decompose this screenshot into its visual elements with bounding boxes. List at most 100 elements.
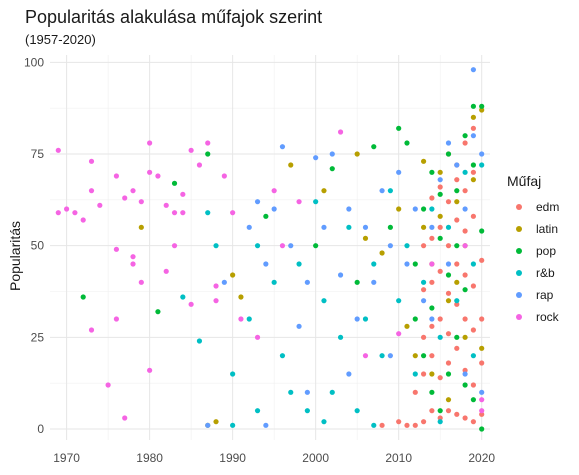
data-point-rb xyxy=(429,206,435,212)
data-point-pop xyxy=(479,103,485,109)
x-tick-label: 2010 xyxy=(385,451,412,465)
data-point-rap xyxy=(379,188,385,194)
data-point-rb xyxy=(254,243,261,249)
y-axis-label: Popularitás xyxy=(7,221,23,291)
data-point-rb xyxy=(404,243,410,249)
data-point-latin xyxy=(379,250,385,256)
data-point-edm xyxy=(429,408,435,414)
data-point-rock xyxy=(205,140,211,146)
data-point-rb xyxy=(304,408,310,414)
data-point-rock xyxy=(271,188,277,194)
data-point-latin xyxy=(362,235,369,241)
data-point-edm xyxy=(479,257,485,263)
data-point-pop xyxy=(479,228,485,234)
data-point-edm xyxy=(454,301,460,307)
data-point-rb xyxy=(230,422,236,428)
data-point-edm xyxy=(396,419,402,425)
data-point-rap xyxy=(346,206,352,212)
data-point-rock xyxy=(122,415,128,421)
data-point-rock xyxy=(147,140,153,146)
data-point-edm xyxy=(429,235,435,241)
data-point-rap xyxy=(337,272,344,278)
data-point-rock xyxy=(163,202,169,208)
data-point-latin xyxy=(445,298,452,304)
data-point-edm xyxy=(437,316,443,322)
data-point-rap xyxy=(254,199,261,205)
data-point-pop xyxy=(155,309,161,315)
data-point-rb xyxy=(371,261,377,267)
data-point-rock xyxy=(188,147,194,153)
data-point-rock xyxy=(396,331,402,337)
data-point-rb xyxy=(337,334,344,340)
data-point-rap xyxy=(445,140,452,146)
data-point-rap xyxy=(479,151,485,157)
data-point-rap xyxy=(271,206,277,212)
data-point-rb xyxy=(412,371,418,377)
data-point-edm xyxy=(412,389,418,395)
data-point-rock xyxy=(479,397,485,403)
data-point-rock xyxy=(64,206,70,212)
data-point-rb xyxy=(387,188,393,194)
data-point-rock xyxy=(130,254,136,260)
data-point-latin xyxy=(429,371,435,377)
data-point-pop xyxy=(470,103,476,109)
data-point-edm xyxy=(462,367,468,373)
data-point-edm xyxy=(445,331,452,337)
data-point-rb xyxy=(371,422,377,428)
data-point-rb xyxy=(254,408,261,414)
data-point-edm xyxy=(462,188,468,194)
data-point-rap xyxy=(221,279,227,285)
data-point-rock xyxy=(55,147,61,153)
data-point-pop xyxy=(445,272,452,278)
data-point-rb xyxy=(329,389,335,395)
y-tick-label: 25 xyxy=(31,330,45,344)
data-point-edm xyxy=(420,243,427,249)
data-point-rock xyxy=(213,298,219,304)
data-point-edm xyxy=(404,422,410,428)
data-point-edm xyxy=(437,224,443,230)
data-point-rb xyxy=(462,169,468,175)
data-point-pop xyxy=(429,305,435,311)
data-point-rap xyxy=(429,224,435,230)
legend-label: pop xyxy=(536,244,556,258)
data-point-edm xyxy=(454,217,460,223)
data-point-pop xyxy=(454,334,460,340)
data-point-rock xyxy=(88,327,95,333)
data-point-edm xyxy=(462,228,468,234)
y-axis-ticks: 0 25 50 75 100 xyxy=(24,55,44,436)
data-point-rb xyxy=(362,316,369,322)
data-point-edm xyxy=(462,415,468,421)
data-point-rap xyxy=(429,316,435,322)
data-point-edm xyxy=(412,422,418,428)
data-point-rb xyxy=(296,261,302,267)
data-point-rock xyxy=(97,202,103,208)
y-tick-label: 100 xyxy=(24,55,44,69)
data-point-rap xyxy=(313,155,319,161)
data-point-pop xyxy=(470,162,476,168)
data-point-edm xyxy=(470,283,476,289)
data-point-edm xyxy=(445,199,452,205)
data-point-rock xyxy=(147,169,153,175)
data-point-rb xyxy=(313,199,319,205)
data-point-rock xyxy=(180,191,186,197)
data-point-pop xyxy=(387,224,393,230)
legend-key-pop xyxy=(516,248,522,254)
data-point-rock xyxy=(221,173,227,179)
data-point-rock xyxy=(88,158,95,164)
data-point-rap xyxy=(404,261,410,267)
data-point-edm xyxy=(470,213,476,219)
data-point-rock xyxy=(130,261,136,267)
data-point-rb xyxy=(437,334,443,340)
data-point-rap xyxy=(304,279,310,285)
data-point-rock xyxy=(113,173,120,179)
data-point-pop xyxy=(479,426,485,432)
grid-lines xyxy=(50,55,490,440)
data-point-edm xyxy=(470,125,476,131)
data-point-rap xyxy=(329,151,335,157)
data-point-edm xyxy=(429,279,435,285)
data-point-latin xyxy=(470,114,476,120)
y-tick-label: 50 xyxy=(31,239,45,253)
data-point-edm xyxy=(420,334,427,340)
data-point-edm xyxy=(420,287,427,293)
